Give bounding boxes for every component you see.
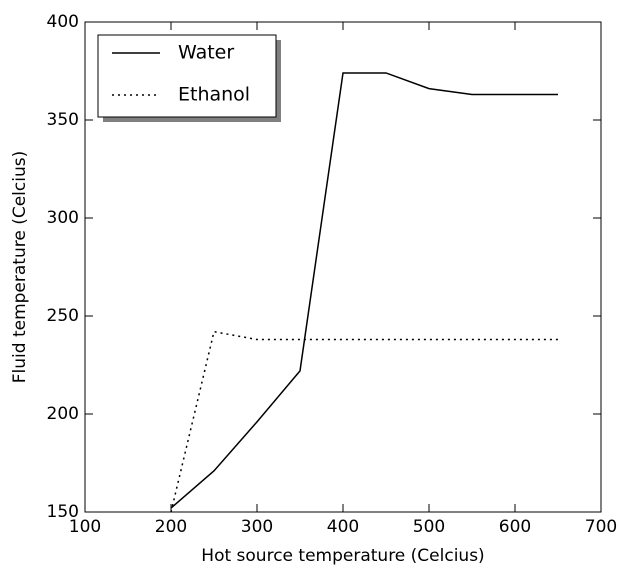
legend-box <box>97 34 277 118</box>
series-line <box>170 72 558 509</box>
x-tick-label: 500 <box>413 517 445 537</box>
x-tick-label: 200 <box>155 517 187 537</box>
series-line <box>170 330 558 513</box>
x-tick-label: 100 <box>69 517 101 537</box>
y-tick-label: 350 <box>47 110 79 130</box>
y-tick-label: 300 <box>47 208 79 228</box>
x-tick-label: 700 <box>585 517 617 537</box>
x-axis-label: Hot source temperature (Celcius) <box>201 546 484 566</box>
x-tick-label: 400 <box>327 517 359 537</box>
x-tick-label: 300 <box>241 517 273 537</box>
legend: Water Ethanol <box>97 34 281 122</box>
y-tick-label: 400 <box>47 12 79 32</box>
plot-frame <box>84 21 602 513</box>
y-tick-label: 250 <box>47 306 79 326</box>
x-tick-label: 600 <box>499 517 531 537</box>
y-axis-label: Fluid temperature (Celcius) <box>10 151 30 383</box>
y-tick-label: 200 <box>47 404 79 424</box>
legend-label: Ethanol <box>178 84 250 106</box>
y-tick-label: 150 <box>47 502 79 522</box>
legend-label: Water <box>178 42 234 64</box>
